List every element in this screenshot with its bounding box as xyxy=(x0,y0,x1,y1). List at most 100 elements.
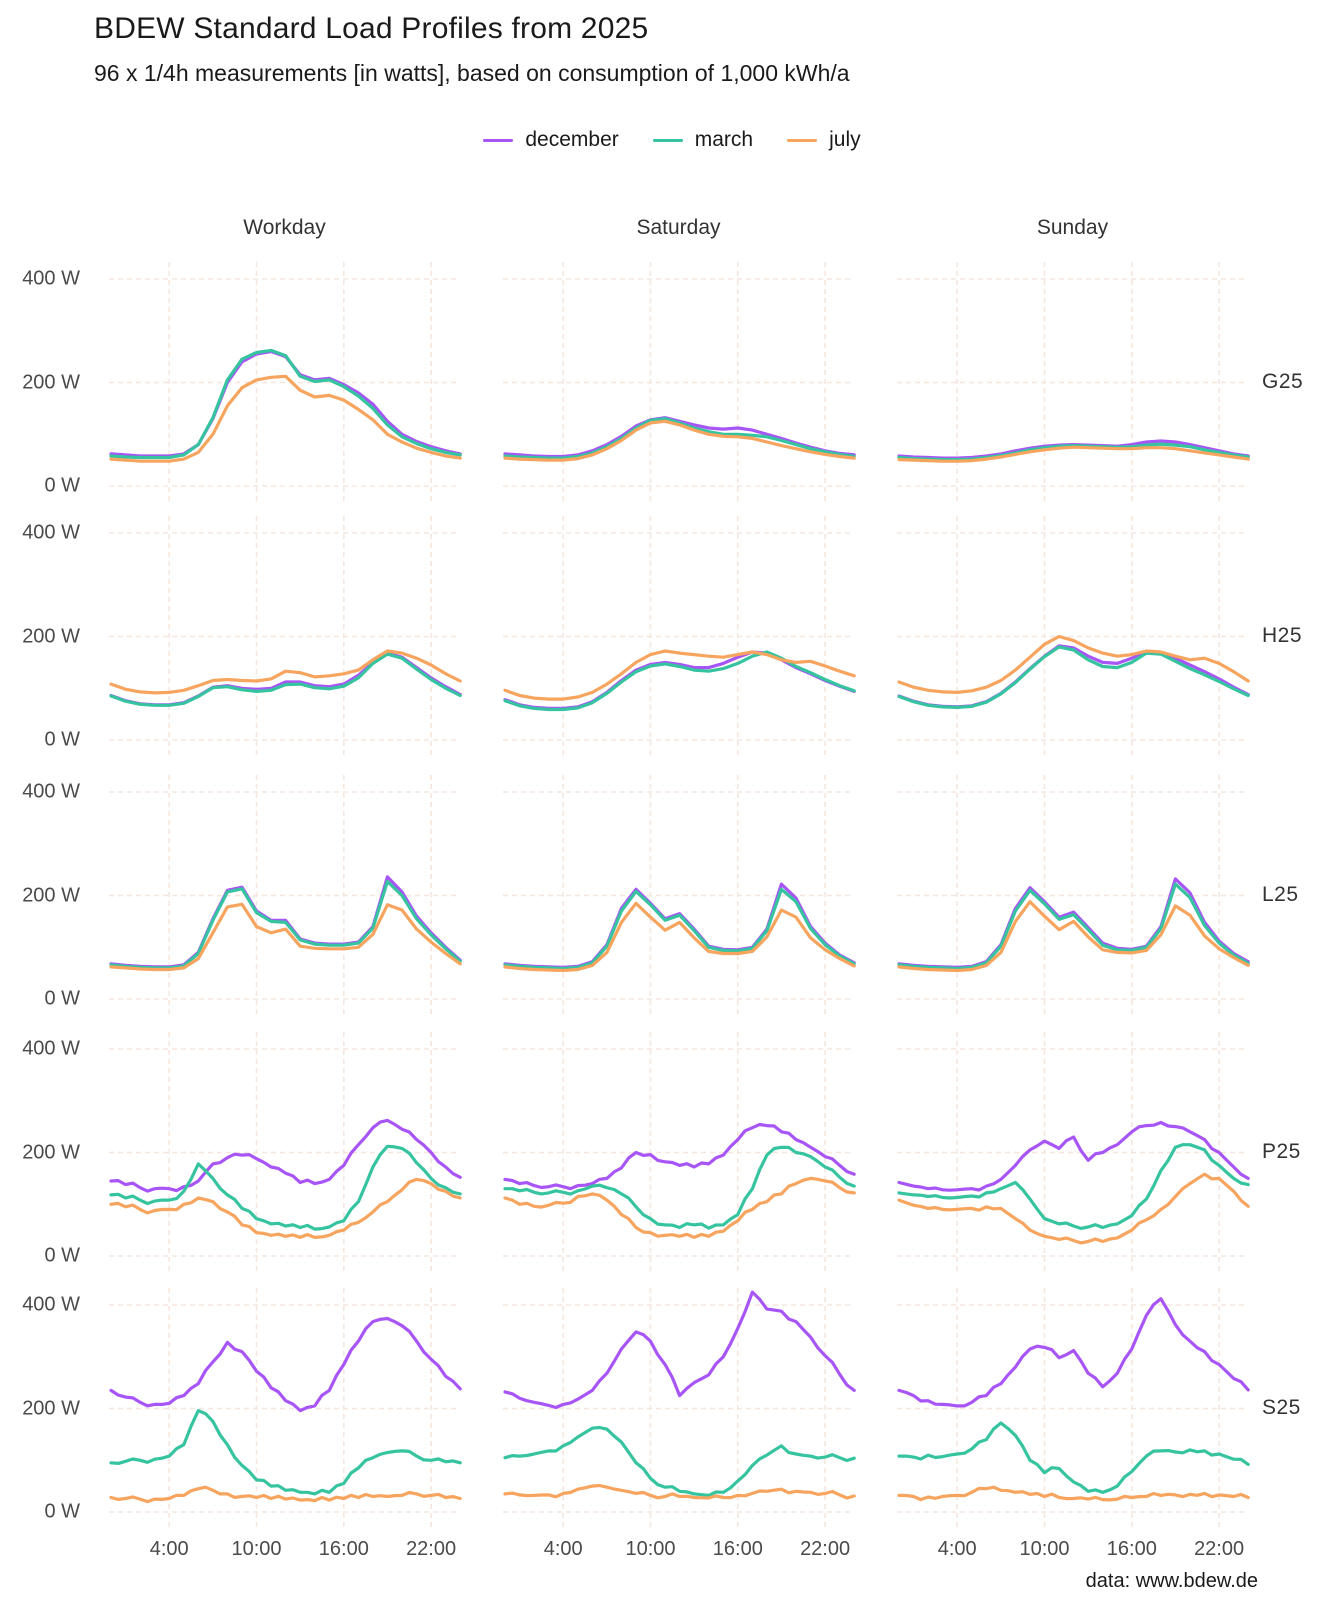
series-line-march xyxy=(109,1409,462,1496)
facet-row-label-h25: H25 xyxy=(1262,623,1303,647)
y-axis-tick: 0 W xyxy=(44,987,80,1010)
y-axis-tick: 400 W xyxy=(22,267,80,290)
series-line-march xyxy=(897,882,1250,971)
y-axis-tick: 0 W xyxy=(44,728,80,751)
legend-key-march-line xyxy=(652,138,683,142)
y-axis-tick: 200 W xyxy=(22,371,80,393)
series-line-july xyxy=(109,649,462,695)
legend-item-march: march xyxy=(652,128,754,152)
series-line-march xyxy=(109,348,462,460)
panel-G25-sunday xyxy=(897,262,1250,501)
x-axis-tick: 16:00 xyxy=(1106,1538,1157,1560)
panel-L25-workday xyxy=(109,775,462,1014)
series-line-july xyxy=(503,1176,856,1239)
legend-label: march xyxy=(694,128,754,151)
panel-P25-sunday xyxy=(897,1032,1250,1271)
facet-row-label-s25: S25 xyxy=(1262,1395,1301,1419)
y-axis-tick: 0 W xyxy=(44,474,80,497)
series-line-march xyxy=(503,650,856,712)
x-axis-tick: 4:00 xyxy=(149,1538,189,1560)
y-axis-tick: 200 W xyxy=(22,1397,80,1419)
series-line-december xyxy=(897,1297,1250,1408)
facet-column-label-sunday: Sunday xyxy=(1036,216,1109,239)
y-axis-tick: 400 W xyxy=(22,1037,80,1060)
x-axis-tick: 4:00 xyxy=(543,1538,583,1560)
series-line-march xyxy=(503,1425,856,1497)
series-line-july xyxy=(503,1483,856,1500)
series-line-december xyxy=(503,1122,856,1191)
x-axis-tick: 22:00 xyxy=(1194,1538,1245,1560)
series-line-march xyxy=(109,1144,462,1231)
series-line-march xyxy=(109,652,462,707)
panel-P25-workday xyxy=(109,1032,462,1271)
x-axis-tick: 10:00 xyxy=(1019,1538,1070,1560)
series-line-july xyxy=(109,902,462,972)
legend-label: july xyxy=(829,128,861,151)
y-axis-tick: 200 W xyxy=(22,625,80,647)
y-axis-tick: 200 W xyxy=(22,884,80,906)
series-line-december xyxy=(109,1316,462,1413)
series-line-july xyxy=(897,634,1250,694)
series-line-july xyxy=(109,1485,462,1504)
legend-key-december-line xyxy=(483,138,514,142)
panel-L25-sunday xyxy=(897,775,1250,1014)
y-axis-tick: 400 W xyxy=(22,780,80,803)
series-line-july xyxy=(503,649,856,701)
series-line-july xyxy=(897,445,1250,463)
chart-subtitle: 96 x 1/4h measurements [in watts], based… xyxy=(94,60,850,86)
panel-P25-saturday xyxy=(503,1032,856,1271)
series-line-december xyxy=(109,1118,462,1193)
series-line-july xyxy=(897,1172,1250,1245)
x-axis-tick: 16:00 xyxy=(712,1538,763,1560)
y-axis-tick: 0 W xyxy=(44,1500,80,1523)
x-axis-tick: 10:00 xyxy=(625,1538,676,1560)
x-axis-tick: 22:00 xyxy=(800,1538,851,1560)
y-axis-tick: 200 W xyxy=(22,1141,80,1163)
panel-G25-workday xyxy=(109,262,462,501)
facet-row-label-l25: L25 xyxy=(1262,882,1299,906)
series-line-july xyxy=(109,1177,462,1239)
y-axis-tick: 0 W xyxy=(44,1244,80,1267)
series-line-march xyxy=(897,1143,1250,1230)
panel-H25-sunday xyxy=(897,516,1250,755)
legend-key-july-line xyxy=(787,138,818,142)
series-line-july xyxy=(503,901,856,973)
chart-caption: data: www.bdew.de xyxy=(1085,1570,1258,1592)
x-axis-tick: 16:00 xyxy=(318,1538,369,1560)
x-axis-tick: 10:00 xyxy=(231,1538,282,1560)
y-axis-tick: 400 W xyxy=(22,521,80,544)
series-line-march xyxy=(503,887,856,971)
facet-row-label-g25: G25 xyxy=(1262,369,1304,393)
y-axis-tick: 400 W xyxy=(22,1293,80,1316)
series-line-december xyxy=(897,644,1250,709)
facet-row-label-p25: P25 xyxy=(1262,1139,1301,1163)
legend-label: december xyxy=(525,128,619,151)
legend: december march july xyxy=(0,128,1344,152)
panel-S25-workday xyxy=(109,1288,462,1527)
series-line-march xyxy=(897,1421,1250,1494)
panel-H25-saturday xyxy=(503,516,856,755)
series-line-july xyxy=(897,900,1250,973)
panel-L25-saturday xyxy=(503,775,856,1014)
series-line-july xyxy=(109,374,462,463)
panel-S25-sunday xyxy=(897,1288,1250,1527)
panel-S25-saturday xyxy=(503,1288,856,1527)
chart-title: BDEW Standard Load Profiles from 2025 xyxy=(94,12,649,45)
series-line-march xyxy=(109,879,462,970)
panel-G25-saturday xyxy=(503,262,856,501)
x-axis-tick: 22:00 xyxy=(406,1538,457,1560)
series-line-march xyxy=(503,1145,856,1230)
series-line-march xyxy=(897,645,1250,709)
series-line-december xyxy=(503,1290,856,1410)
legend-item-july: july xyxy=(787,128,861,152)
series-line-july xyxy=(503,419,856,462)
panel-H25-workday xyxy=(109,516,462,755)
facet-column-label-saturday: Saturday xyxy=(636,216,721,239)
series-line-july xyxy=(897,1485,1250,1502)
series-line-march xyxy=(503,417,856,460)
legend-item-december: december xyxy=(483,128,619,152)
facet-column-label-workday: Workday xyxy=(243,216,326,239)
x-axis-tick: 4:00 xyxy=(937,1538,977,1560)
series-line-december xyxy=(897,1120,1250,1192)
